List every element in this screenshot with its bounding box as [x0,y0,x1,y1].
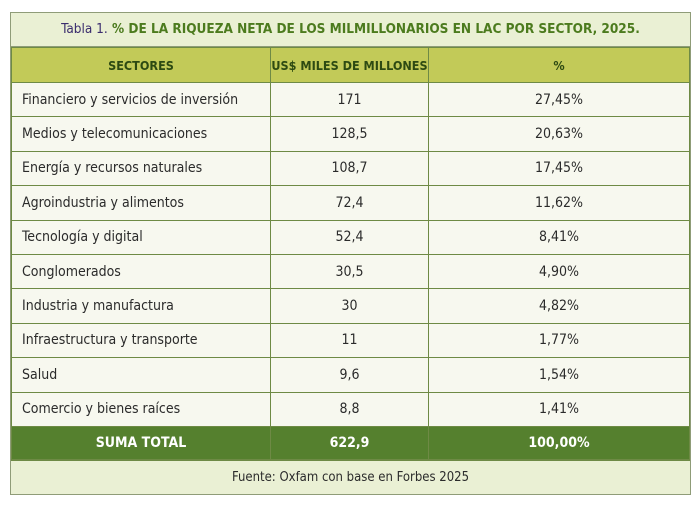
value-cell: 30 [270,288,429,324]
sector-cell: Industria y manufactura [11,288,271,324]
data-table: Tabla 1. % DE LA RIQUEZA NETA DE LOS MIL… [10,12,691,495]
percent-cell: 17,45% [428,150,690,187]
sector-cell: Tecnología y digital [11,219,271,255]
percent-cell: 1,77% [428,322,690,359]
table-row: Financiero y servicios de inversión 171 27… [11,81,690,118]
total-value: 622,9 [270,425,429,460]
value-cell: 128,5 [270,116,429,152]
percent-cell: 1,54% [428,357,690,393]
value-cell: 171 [270,81,429,118]
sector-cell: Energía y recursos naturales [11,150,271,187]
total-percent: 100,00% [428,425,690,460]
table-title: Tabla 1. % DE LA RIQUEZA NETA DE LOS MIL… [11,13,690,47]
value-cell: 108,7 [270,150,429,187]
table-row: Tecnología y digital 52,4 8,41% [11,219,690,255]
percent-cell: 1,41% [428,391,690,427]
percent-cell: 8,41% [428,219,690,255]
percent-cell: 27,45% [428,81,690,118]
table-title-text: % DE LA RIQUEZA NETA DE LOS MILMILLONARI… [107,21,640,37]
value-cell: 30,5 [270,253,429,290]
table-number: Tabla 1. [61,21,108,37]
table-row: Agroindustria y alimentos 72,4 11,62% [11,185,690,221]
percent-cell: 20,63% [428,116,690,152]
table-row: Comercio y bienes raíces 8,8 1,41% [11,391,690,427]
sector-cell: Infraestructura y transporte [11,322,271,359]
value-cell: 52,4 [270,219,429,255]
source-note: Fuente: Oxfam con base en Forbes 2025 [11,459,690,494]
table-row: Medios y telecomunicaciones 128,5 20,63% [11,116,690,152]
table-row: Infraestructura y transporte 11 1,77% [11,322,690,359]
percent-cell: 4,82% [428,288,690,324]
table-row: Salud 9,6 1,54% [11,357,690,393]
sector-cell: Financiero y servicios de inversión [11,81,271,118]
percent-cell: 4,90% [428,253,690,290]
sector-cell: Comercio y bienes raíces [11,391,271,427]
header-usd: US$ MILES DE MILLONES [270,47,429,83]
header-percent: % [428,47,690,83]
table-row: Conglomerados 30,5 4,90% [11,253,690,290]
total-label: SUMA TOTAL [11,425,271,460]
table-row: Energía y recursos naturales 108,7 17,45% [11,150,690,187]
sector-cell: Conglomerados [11,253,271,290]
value-cell: 9,6 [270,357,429,393]
total-row: SUMA TOTAL 622,9 100,00% [11,425,690,460]
sector-cell: Salud [11,357,271,393]
sector-cell: Medios y telecomunicaciones [11,116,271,152]
value-cell: 8,8 [270,391,429,427]
value-cell: 72,4 [270,185,429,221]
table-row: Industria y manufactura 30 4,82% [11,288,690,324]
value-cell: 11 [270,322,429,359]
header-sectores: SECTORES [11,47,271,83]
percent-cell: 11,62% [428,185,690,221]
sector-cell: Agroindustria y alimentos [11,185,271,221]
